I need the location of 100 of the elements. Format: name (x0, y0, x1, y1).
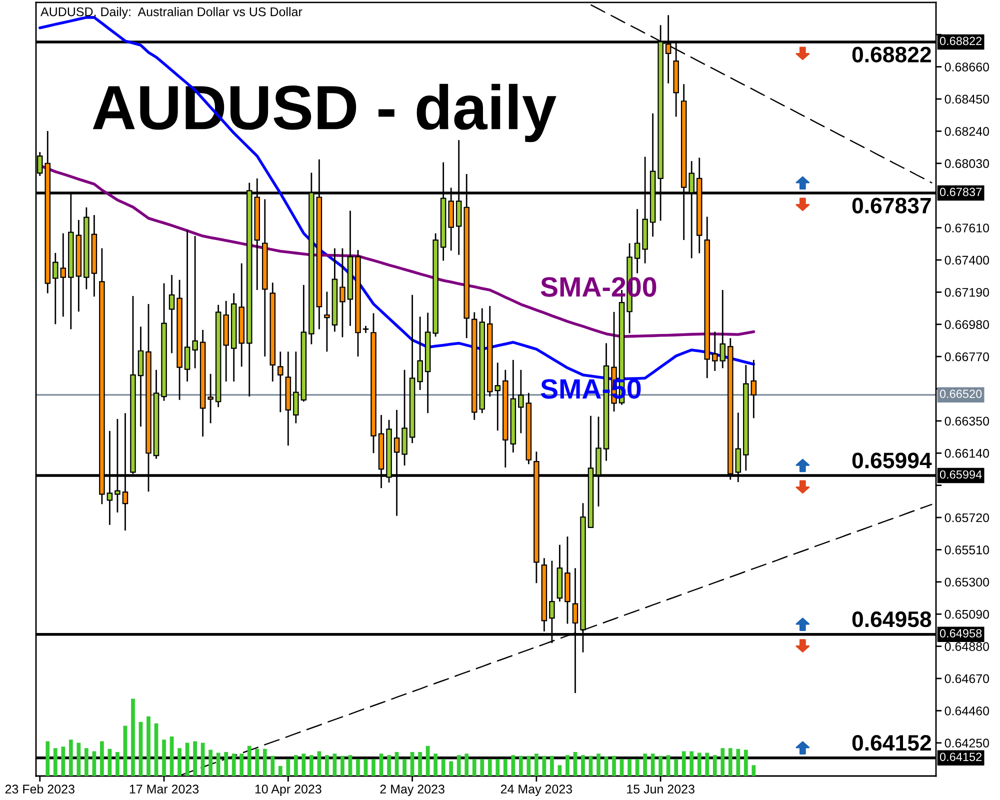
candlestick (192, 235, 198, 369)
y-tick-label: 0.64880 (944, 642, 990, 651)
ref-line-label: 0.65994 (940, 470, 982, 479)
candlestick (494, 362, 501, 432)
bar (705, 752, 710, 776)
candlestick (340, 248, 346, 338)
ref-line-label: 0.64958 (940, 629, 982, 638)
ref-line-label: 0.64152 (940, 752, 982, 762)
candlestick (278, 350, 284, 413)
bar (558, 765, 562, 776)
ref-line-label: 0.68822 (940, 36, 982, 46)
candlestick (720, 289, 726, 369)
y-tick-label: 0.66980 (944, 320, 990, 329)
y-tick-label: 0.64670 (944, 674, 990, 684)
y-tick-label: 0.67610 (944, 224, 990, 232)
text: 0.67837 (852, 198, 931, 214)
text: 0.64152 (852, 735, 931, 751)
bar (286, 758, 290, 776)
ref-line-label: 0.66520 (940, 390, 982, 398)
x-tick-label: 24 May 2023 (500, 784, 572, 796)
candlestick (518, 369, 524, 434)
bar (317, 751, 322, 776)
bar (550, 756, 554, 776)
bar (278, 766, 282, 776)
ref-line-label: 0.67837 (940, 188, 982, 196)
bar (581, 755, 585, 776)
bar (464, 754, 469, 776)
bar (752, 765, 756, 776)
x-tick-label: 15 Jun 2023 (627, 784, 694, 794)
y-tick-label: 0.64460 (944, 706, 990, 716)
y-tick-label: 0.66350 (944, 416, 990, 426)
y-tick-label: 0.67190 (944, 288, 990, 297)
bar (185, 742, 190, 776)
bar (496, 758, 500, 776)
bar (449, 761, 454, 776)
bar (178, 748, 182, 776)
candlestick (634, 208, 640, 274)
bar (68, 740, 73, 776)
bar (690, 751, 694, 776)
candlestick (324, 291, 330, 352)
candlestick (184, 229, 190, 382)
bar (480, 758, 484, 776)
y-tick-label: 0.65090 (944, 610, 990, 619)
bar (628, 758, 632, 776)
bar (472, 758, 476, 776)
bar (108, 748, 112, 776)
bar (720, 748, 725, 776)
bar (596, 754, 600, 776)
bar (200, 742, 205, 776)
y-tick-label: 0.66140 (944, 448, 990, 458)
bar (340, 756, 344, 776)
bar (588, 756, 593, 776)
y-tick-label: 0.68030 (944, 159, 990, 168)
bar (116, 752, 120, 776)
y-tick-label: 0.65510 (944, 546, 990, 554)
y-tick-label: 0.64250 (944, 738, 990, 748)
bar (131, 698, 135, 776)
bar (170, 736, 174, 776)
bar (394, 752, 399, 776)
bar (712, 755, 717, 776)
x-tick-label: 2 May 2023 (380, 784, 444, 796)
bar (488, 758, 492, 776)
bar (426, 746, 430, 776)
bar (620, 758, 624, 776)
y-tick-label: 0.67400 (944, 256, 990, 265)
text: 0.64958 (852, 611, 932, 628)
bar (372, 758, 376, 776)
bar (643, 754, 647, 776)
bar (503, 758, 508, 776)
bar (364, 758, 368, 776)
candlestick (712, 331, 718, 372)
bar (534, 754, 538, 776)
bar (604, 756, 608, 776)
bar (92, 751, 96, 776)
x-tick-label: 17 Mar 2023 (130, 784, 199, 794)
bar (325, 755, 329, 776)
bar (418, 752, 422, 776)
text: 0.65994 (852, 452, 932, 468)
candlestick (293, 350, 299, 424)
bar (736, 748, 740, 776)
bar (270, 756, 275, 776)
bar (309, 755, 314, 776)
bar (456, 755, 461, 776)
bar (612, 756, 616, 776)
y-tick-label: 0.68240 (944, 126, 990, 136)
bar (379, 754, 384, 776)
bar (682, 751, 686, 776)
bar (255, 748, 260, 776)
x-tick-label: 23 Feb 2023 (5, 784, 74, 794)
bar (100, 741, 104, 776)
bar (387, 755, 391, 776)
bar (348, 755, 352, 776)
chart-subtitle: AUDUSD, Daily: Australian Dollar vs US Dollar (40, 7, 302, 19)
bar (697, 752, 702, 776)
bar (356, 758, 360, 776)
bar (542, 756, 546, 776)
y-tick-label: 0.68450 (944, 94, 990, 104)
bar (744, 750, 748, 776)
text: 0.68822 (852, 46, 931, 62)
bar (402, 758, 406, 776)
